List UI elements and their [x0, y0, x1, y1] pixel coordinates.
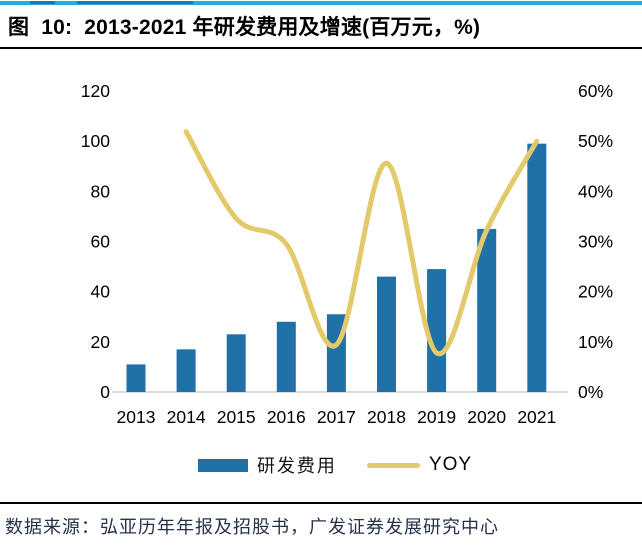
bar-2020: [477, 228, 497, 392]
source-note: 数据来源：弘亚历年年报及招股书，广发证券发展研究中心: [5, 517, 499, 537]
y-axis-left-tick: 20: [91, 332, 111, 352]
top-strip-fragment: [77, 1, 193, 4]
y-axis-left-tick: 120: [81, 81, 110, 101]
y-axis-left-tick: 60: [91, 232, 111, 252]
y-axis-right-tick: 40%: [578, 181, 613, 201]
legend-item-bar: 研发费用: [197, 452, 337, 478]
bar-2014: [176, 349, 196, 392]
bar-2019: [427, 269, 447, 392]
x-axis-tick: 2020: [467, 407, 506, 427]
y-axis-right-tick: 10%: [578, 332, 613, 352]
bar-2016: [276, 321, 296, 392]
bar-2015: [226, 334, 246, 392]
yoy-line: [183, 129, 540, 357]
y-axis-right-tick: 50%: [578, 131, 613, 151]
chart-svg: 0 20 40 60 80 100 120 0% 10% 20% 30% 40% 50% 60% 2013 2…: [81, 81, 613, 427]
x-axis-tick: 2013: [117, 407, 156, 427]
y-axis-right-tick: 20%: [578, 282, 613, 302]
bar-series-swatch: [197, 458, 248, 472]
y-axis-left-tick: 80: [91, 181, 111, 201]
x-axis-tick: 2014: [167, 407, 206, 427]
y-axis-right-tick: 30%: [578, 232, 613, 252]
y-axis-right-tick: 0%: [578, 382, 603, 402]
legend-bar-label: 研发费用: [256, 456, 337, 476]
top-strip-fragment: [30, 1, 55, 4]
legend-line-label: YOY: [428, 454, 473, 475]
x-axis-tick: 2021: [517, 407, 556, 427]
x-axis-tick: 2017: [317, 407, 356, 427]
y-axis-left-tick: 40: [91, 282, 111, 302]
top-accent-strip: [0, 1, 642, 5]
x-axis-tick: 2019: [417, 407, 456, 427]
x-axis-tick: 2018: [367, 407, 406, 427]
legend-item-line: YOY: [366, 454, 473, 476]
y-axis-right-tick: 60%: [578, 81, 613, 101]
line-series-swatch: [366, 462, 420, 468]
figure-title: 图 10: 2013-2021 年研发费用及增速(百万元，%): [8, 16, 481, 39]
x-axis-tick: 2015: [217, 407, 256, 427]
bar-2021: [527, 143, 547, 392]
x-axis-tick: 2016: [267, 407, 306, 427]
y-axis-left-tick: 0: [100, 382, 110, 402]
bar-2013: [126, 364, 146, 392]
chart-legend: 研发费用 YOY: [14, 452, 642, 478]
title-divider: [0, 47, 642, 49]
y-axis-left-tick: 100: [81, 131, 110, 151]
bar-2018: [377, 276, 396, 392]
source-divider: [0, 502, 642, 504]
